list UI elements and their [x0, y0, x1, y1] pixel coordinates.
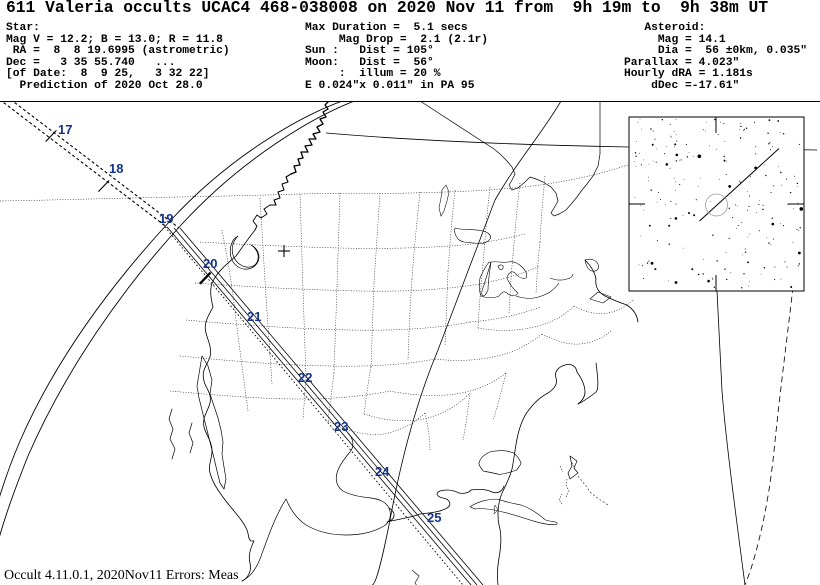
svg-text:21: 21	[247, 309, 261, 324]
svg-text:20: 20	[203, 256, 217, 271]
svg-text:19: 19	[159, 211, 173, 226]
svg-text:22: 22	[298, 370, 312, 385]
svg-text:17: 17	[58, 122, 72, 137]
svg-text:18: 18	[109, 161, 123, 176]
svg-text:24: 24	[375, 464, 390, 479]
svg-text:23: 23	[334, 419, 348, 434]
